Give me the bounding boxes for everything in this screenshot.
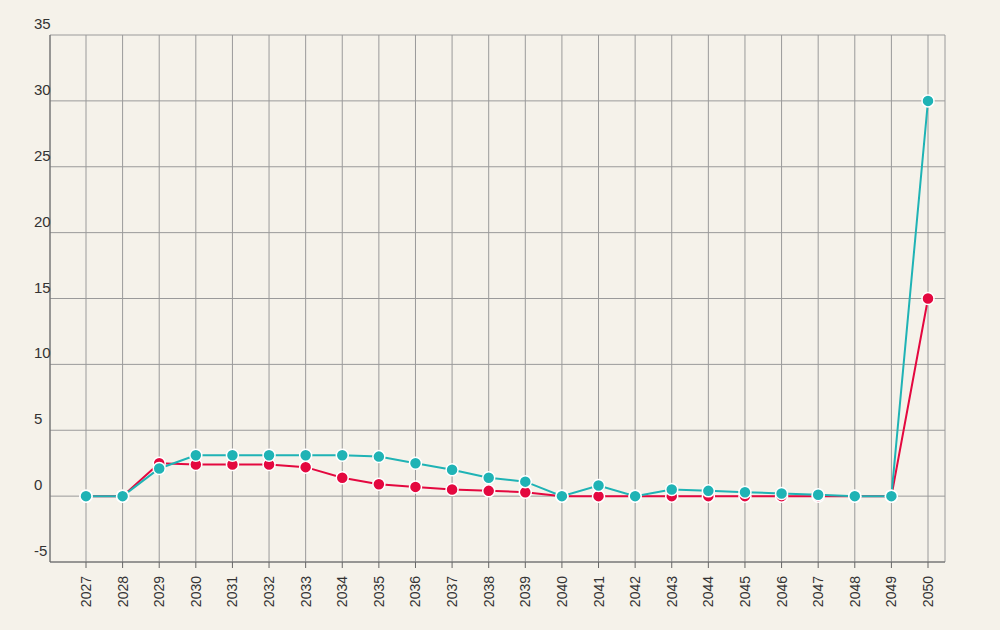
svg-text:2047: 2047 [810, 576, 826, 607]
svg-text:2029: 2029 [151, 576, 167, 607]
svg-text:2037: 2037 [444, 576, 460, 607]
svg-text:2042: 2042 [627, 576, 643, 607]
svg-text:2046: 2046 [774, 576, 790, 607]
svg-text:2036: 2036 [407, 576, 423, 607]
svg-text:0: 0 [34, 476, 42, 493]
svg-text:2034: 2034 [334, 576, 350, 607]
svg-text:15: 15 [34, 279, 51, 296]
svg-text:20: 20 [34, 213, 51, 230]
svg-text:2041: 2041 [591, 576, 607, 607]
svg-text:10: 10 [34, 344, 51, 361]
svg-text:2032: 2032 [261, 576, 277, 607]
svg-text:2038: 2038 [481, 576, 497, 607]
svg-text:2050: 2050 [920, 576, 936, 607]
svg-text:2030: 2030 [188, 576, 204, 607]
svg-text:5: 5 [34, 410, 42, 427]
svg-text:2031: 2031 [224, 576, 240, 607]
svg-text:2044: 2044 [700, 576, 716, 607]
svg-text:2048: 2048 [847, 576, 863, 607]
svg-text:-5: -5 [34, 542, 47, 559]
svg-text:2039: 2039 [517, 576, 533, 607]
svg-text:2033: 2033 [298, 576, 314, 607]
svg-text:25: 25 [34, 147, 51, 164]
svg-text:2043: 2043 [664, 576, 680, 607]
svg-text:2028: 2028 [115, 576, 131, 607]
svg-text:35: 35 [34, 15, 51, 32]
svg-text:2035: 2035 [371, 576, 387, 607]
svg-text:2040: 2040 [554, 576, 570, 607]
svg-text:2049: 2049 [883, 576, 899, 607]
svg-text:2027: 2027 [78, 576, 94, 607]
svg-text:2045: 2045 [737, 576, 753, 607]
svg-text:30: 30 [34, 81, 51, 98]
